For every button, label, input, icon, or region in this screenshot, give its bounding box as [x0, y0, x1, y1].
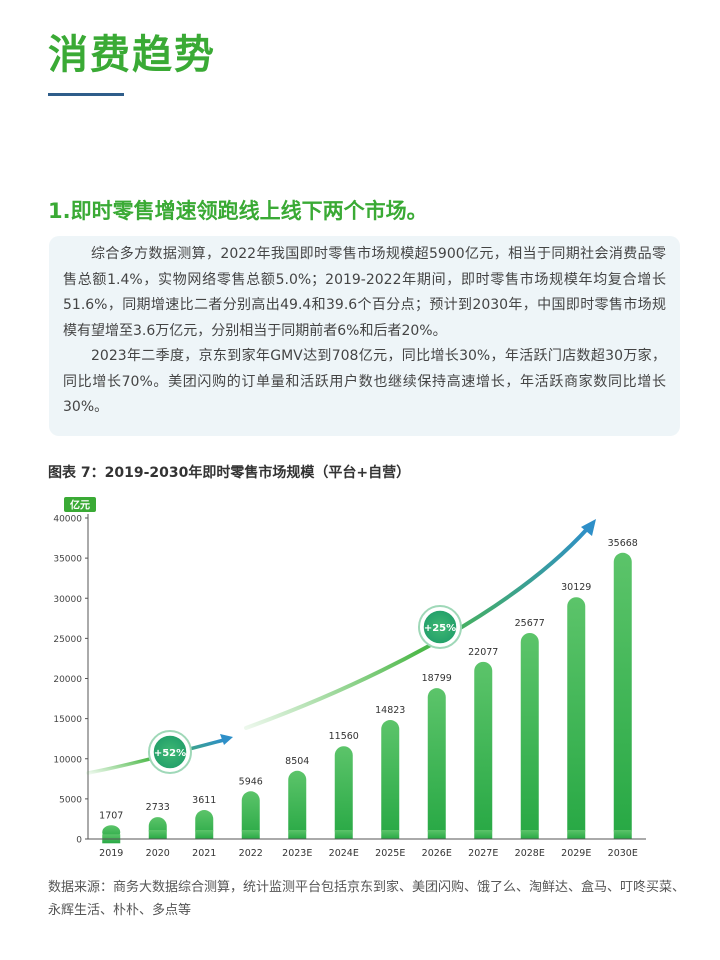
bar: [381, 720, 400, 839]
bar-value-label: 5946: [239, 776, 263, 787]
source-note: 数据来源：商务大数据综合测算，统计监测平台包括京东到家、美团闪购、饿了么、淘鲜达…: [48, 880, 686, 918]
y-tick-label: 20000: [53, 675, 82, 685]
bar-base: [567, 830, 586, 839]
bar-value-label: 18799: [422, 673, 452, 684]
bar-value-label: 30129: [561, 582, 591, 593]
bar-value-label: 3611: [192, 795, 216, 806]
bar-base: [334, 830, 353, 839]
trend-arrow-2: [244, 526, 590, 730]
bar-base: [474, 830, 493, 839]
unit-badge: 亿元: [64, 497, 96, 512]
bar-value-label: 11560: [329, 731, 359, 742]
section-heading: 1.即时零售增速领跑线上线下两个市场。: [48, 199, 428, 223]
y-tick-label: 5000: [59, 795, 82, 805]
bar-base: [381, 830, 400, 839]
bar-value-label: 1707: [99, 810, 123, 821]
bar: [334, 746, 353, 839]
y-tick-label: 35000: [53, 555, 82, 565]
growth-badge-label: +52%: [154, 748, 186, 759]
bar: [241, 791, 260, 839]
y-tick-label: 15000: [53, 715, 82, 725]
bar-value-label: 25677: [515, 618, 545, 629]
x-tick-label: 2022: [239, 848, 263, 859]
bar: [520, 632, 539, 839]
bar-value-label: 14823: [375, 705, 405, 716]
bars: [102, 552, 632, 844]
page-title: 消费趋势: [48, 32, 216, 78]
x-tick-label: 2024E: [329, 848, 359, 859]
bar-base: [241, 830, 260, 839]
trend-arrow-1-head: [220, 734, 233, 745]
x-tick-label: 2027E: [468, 848, 498, 859]
x-tick-label: 2023E: [282, 848, 312, 859]
summary-paragraph-2: 2023年二季度，京东到家年GMV达到708亿元，同比增长30%，年活跃门店数超…: [63, 348, 666, 415]
bar-value-label: 35668: [608, 538, 638, 549]
x-tick-label: 2025E: [375, 848, 405, 859]
figure-caption: 图表 7：2019-2030年即时零售市场规模（平台+自营）: [48, 465, 411, 481]
bar: [288, 770, 307, 839]
title-underline: [48, 93, 124, 96]
x-tick-label: 2028E: [515, 848, 545, 859]
growth-badge-label: +25%: [424, 623, 456, 634]
bar-base: [148, 830, 167, 839]
x-tick-label: 2021: [192, 848, 216, 859]
x-axis: 2019 2020 2021 2022 2023E 2024E 2025E 2026E 2027…: [88, 838, 646, 859]
unit-label: 亿元: [70, 499, 90, 512]
growth-badge: [152, 734, 188, 770]
y-tick-label: 0: [76, 836, 82, 846]
growth-badge: [422, 609, 458, 645]
bar-base: [288, 830, 307, 839]
y-tick-label: 30000: [53, 595, 82, 605]
trend-arrow-2-head: [581, 519, 596, 536]
bar-value-label: 22077: [468, 647, 498, 658]
x-tick-label: 2030E: [608, 848, 638, 859]
x-tick-label: 2029E: [561, 848, 591, 859]
bar: [427, 688, 446, 839]
x-tick-label: 2020: [146, 848, 170, 859]
bar-value-label: 8504: [285, 756, 309, 767]
summary-paragraph-1: 综合多方数据测算，2022年我国即时零售市场规模超5900亿元，相当于同期社会消…: [63, 246, 666, 339]
market-size-bar-chart: 亿元 0 5000 10000 15000 20000 25000 30000 35000 40…: [53, 497, 646, 859]
x-tick-label: 2026E: [422, 848, 452, 859]
bar-value-label: 2733: [146, 802, 170, 813]
bar: [613, 552, 632, 839]
y-axis: 0 5000 10000 15000 20000 25000 30000 35000 40000: [53, 514, 89, 846]
bar: [474, 661, 493, 839]
bar-base: [520, 830, 539, 839]
bar: [567, 597, 586, 839]
y-tick-label: 10000: [53, 755, 82, 765]
summary-box: 综合多方数据测算，2022年我国即时零售市场规模超5900亿元，相当于同期社会消…: [49, 236, 680, 436]
y-tick-label: 40000: [53, 515, 82, 525]
y-tick-label: 25000: [53, 635, 82, 645]
bar-base: [427, 830, 446, 839]
x-tick-label: 2019: [99, 848, 123, 859]
bar-base: [613, 830, 632, 839]
bar-base: [195, 830, 214, 839]
bar-value-labels: 1707 2733 3611 5946 8504 11560 14823 18799 22077…: [99, 538, 638, 822]
growth-badges: +52% +25%: [148, 605, 462, 774]
